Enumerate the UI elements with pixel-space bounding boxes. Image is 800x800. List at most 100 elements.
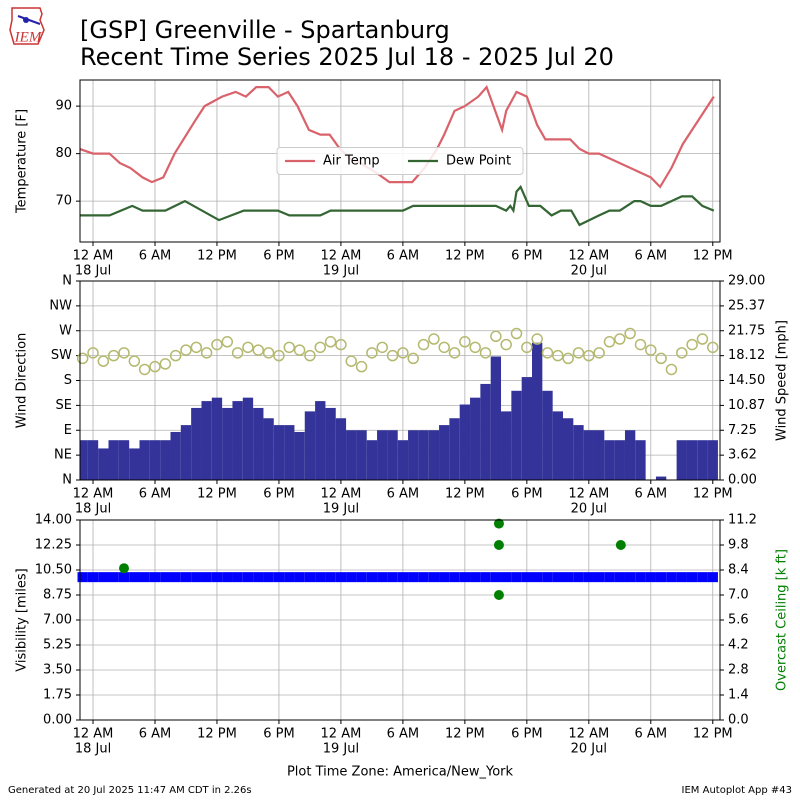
point: [469, 341, 481, 354]
x-tick-label: 6 PM: [511, 727, 542, 742]
x-tick-label: 6 PM: [511, 487, 542, 502]
point: [645, 344, 657, 356]
bar: [604, 440, 615, 480]
title: [GSP] Greenville - Spartanburg: [80, 16, 450, 44]
point: [149, 572, 161, 583]
subtitle: Recent Time Series 2025 Jul 18 - 2025 Ju…: [80, 43, 614, 71]
bar: [635, 440, 646, 480]
point: [232, 572, 243, 583]
point: [655, 352, 667, 365]
x-tick-label: 12 AM: [568, 727, 609, 742]
point: [356, 572, 367, 583]
point: [676, 572, 687, 583]
point: [448, 347, 461, 359]
footer-generated: Generated at 20 Jul 2025 11:47 AM CDT in…: [8, 785, 252, 796]
point: [490, 572, 502, 583]
bar: [201, 401, 212, 480]
x-tick-label: 12 AM: [568, 487, 609, 502]
bar: [377, 430, 388, 480]
x-day-label: 19 Jul: [323, 264, 359, 279]
x-tick-label: 12 AM: [568, 249, 609, 264]
x-day-label: 20 Jul: [571, 502, 607, 517]
y-tick-label: S: [64, 373, 72, 388]
point: [438, 341, 450, 354]
line: [80, 184, 715, 227]
y2-tick-label: 0.0: [728, 713, 749, 728]
x-day-label: 19 Jul: [323, 742, 359, 757]
bar: [356, 430, 367, 480]
y-tick-label: NW: [49, 298, 72, 313]
point: [541, 347, 554, 359]
point: [480, 572, 491, 583]
bar: [273, 425, 285, 480]
point: [493, 518, 504, 529]
bar: [87, 440, 99, 480]
bar: [304, 411, 316, 480]
point: [697, 572, 708, 583]
y2-tick-label: 4.2: [728, 638, 749, 653]
point: [293, 344, 306, 356]
x-day-label: 19 Jul: [323, 502, 359, 517]
point: [149, 360, 161, 373]
point: [170, 572, 181, 583]
bar: [490, 356, 502, 480]
y-tick-label: NE: [54, 448, 72, 463]
bar: [98, 448, 109, 480]
y-tick-label: 5.25: [43, 638, 72, 653]
plot-frame: [79, 519, 721, 721]
point: [160, 572, 171, 583]
point: [200, 347, 213, 359]
point: [118, 572, 130, 583]
point: [676, 347, 688, 359]
point: [624, 327, 636, 340]
point: [253, 572, 264, 583]
point: [273, 349, 285, 362]
y2-tick-label: 7.25: [728, 423, 757, 438]
point: [252, 344, 265, 356]
y2-tick-label: 3.62: [728, 448, 757, 463]
bar: [459, 404, 471, 480]
bar: [222, 407, 233, 480]
bar: [397, 440, 409, 480]
y-tick-label: 10.50: [35, 563, 72, 578]
point: [221, 336, 234, 348]
bar: [118, 440, 130, 480]
point: [459, 572, 471, 583]
point: [408, 572, 419, 583]
plot-frame: [79, 280, 721, 481]
x-tick-label: 12 AM: [321, 487, 362, 502]
point: [283, 341, 296, 354]
x-tick-label: 12 AM: [73, 487, 114, 502]
point: [707, 341, 719, 354]
x-tick-label: 6 AM: [139, 727, 172, 742]
point: [128, 355, 141, 367]
y-tick-label: 14.00: [35, 513, 72, 528]
point: [77, 572, 88, 583]
y-tick-label: E: [64, 423, 72, 438]
bar: [211, 397, 223, 480]
point: [242, 572, 254, 583]
legend-box: [276, 147, 524, 175]
legend-label: Air Temp: [323, 154, 380, 169]
bar: [366, 440, 378, 480]
point: [573, 572, 584, 583]
point: [386, 349, 399, 362]
bar: [160, 440, 171, 480]
bar: [542, 390, 553, 480]
x-tick-label: 6 PM: [511, 249, 542, 264]
point: [614, 333, 626, 345]
bar: [139, 440, 150, 480]
point: [242, 341, 254, 354]
point: [97, 355, 110, 367]
y-tick-label: 70: [55, 194, 72, 209]
logo-dot: [23, 17, 29, 23]
point: [666, 572, 677, 583]
point: [407, 352, 419, 365]
x-tick-label: 6 PM: [263, 249, 294, 264]
point: [335, 572, 347, 583]
y-tick-label: 0.00: [43, 713, 72, 728]
point: [222, 572, 233, 583]
point: [470, 572, 481, 583]
bar: [552, 411, 563, 480]
bar: [108, 440, 119, 480]
